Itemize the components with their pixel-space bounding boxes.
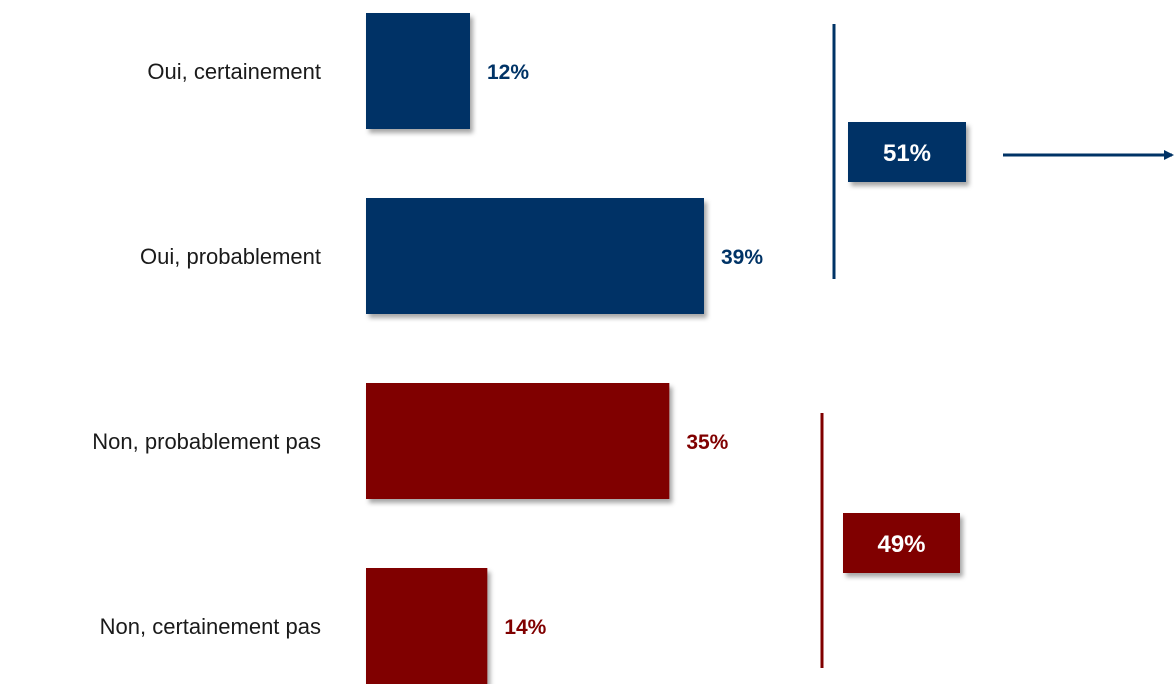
group-total-box xyxy=(848,122,966,182)
bar xyxy=(366,568,488,684)
value-label: 39% xyxy=(721,246,763,269)
bar xyxy=(366,13,470,129)
category-label: Oui, certainement xyxy=(147,59,321,84)
category-label: Oui, probablement xyxy=(140,244,321,269)
value-label: 12% xyxy=(487,61,529,84)
group-total-label: 51% xyxy=(883,140,931,167)
group-total-box xyxy=(843,513,960,573)
category-label: Non, certainement pas xyxy=(100,614,321,639)
bar xyxy=(366,198,704,314)
category-label: Non, probablement pas xyxy=(92,429,321,454)
value-label: 14% xyxy=(504,616,546,639)
value-label: 35% xyxy=(686,431,728,454)
bar xyxy=(366,383,670,499)
group-total-label: 49% xyxy=(877,531,925,558)
